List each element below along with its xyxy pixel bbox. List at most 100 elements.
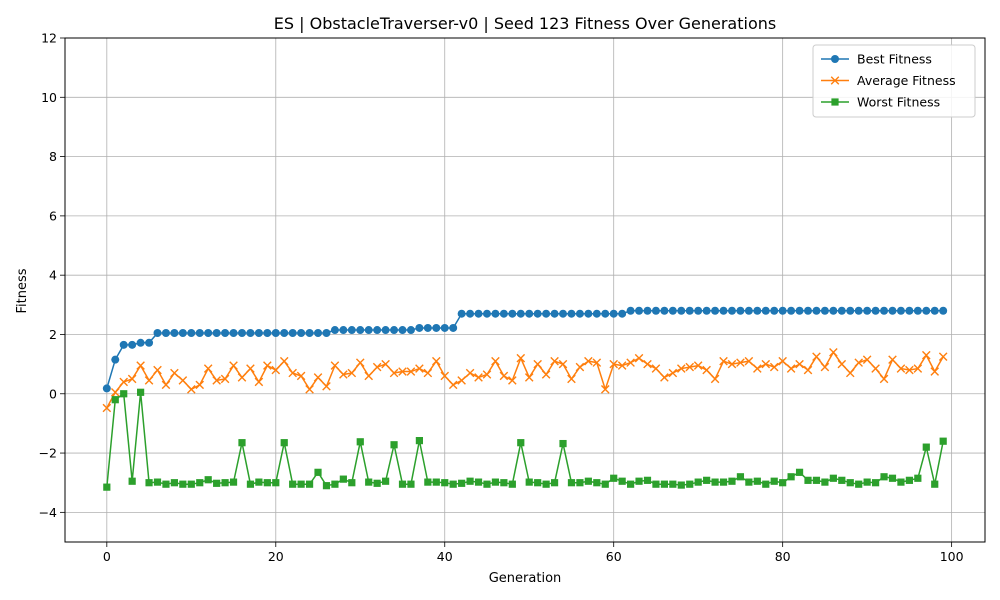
x-marker-stroke: [634, 353, 644, 363]
best-fitness-point: [804, 306, 813, 315]
average-fitness-series: [102, 347, 948, 413]
best-fitness-point: [761, 306, 770, 315]
average-fitness-point: [660, 373, 669, 382]
worst-fitness-point: [474, 478, 483, 486]
x-marker-stroke: [871, 364, 880, 373]
x-marker-stroke: [736, 358, 745, 367]
y-tick-label: 10: [41, 90, 57, 105]
average-fitness-point: [448, 380, 458, 390]
average-fitness-point: [161, 380, 171, 390]
x-tick-label: 0: [103, 549, 111, 564]
x-marker-stroke: [609, 359, 618, 369]
best-fitness-point: [888, 306, 897, 315]
worst-fitness-point: [770, 477, 778, 485]
x-marker-stroke: [322, 382, 331, 391]
worst-fitness-point: [711, 478, 719, 486]
x-marker-stroke: [795, 359, 804, 369]
best-fitness-point: [863, 306, 872, 315]
best-fitness-point: [347, 326, 356, 335]
best-fitness-point: [406, 326, 415, 335]
average-fitness-point: [938, 352, 948, 362]
average-fitness-point: [296, 371, 306, 381]
average-fitness-point: [110, 387, 120, 397]
worst-fitness-point: [517, 439, 525, 447]
worst-fitness-point: [500, 479, 508, 487]
worst-fitness-point: [390, 441, 398, 449]
average-fitness-point: [229, 361, 238, 370]
worst-fitness-point: [686, 480, 694, 488]
worst-fitness-point: [229, 478, 238, 486]
best-fitness-point: [322, 328, 331, 337]
best-fitness-point: [390, 326, 399, 335]
x-marker-stroke: [170, 368, 179, 378]
average-fitness-point: [195, 380, 205, 390]
best-fitness-point: [254, 328, 263, 337]
best-fitness-point: [339, 326, 348, 335]
x-marker-stroke: [254, 377, 264, 387]
x-marker-stroke: [119, 377, 129, 387]
worst-fitness-point: [534, 479, 542, 487]
x-marker-stroke: [769, 362, 779, 372]
x-marker-stroke: [432, 356, 441, 366]
x-marker-stroke: [685, 362, 695, 372]
x-marker-stroke: [524, 373, 534, 382]
average-fitness-point: [440, 371, 450, 381]
best-fitness-point: [736, 306, 745, 315]
average-fitness-point: [415, 364, 424, 373]
x-marker-stroke: [803, 365, 813, 375]
best-fitness-point: [719, 306, 728, 315]
average-fitness-point: [905, 365, 914, 375]
x-marker-stroke: [330, 361, 340, 370]
x-marker-stroke: [584, 356, 593, 366]
best-fitness-point: [204, 328, 213, 337]
plot-frame: [64, 37, 986, 543]
worst-fitness-point: [804, 476, 812, 484]
y-tick-label: 4: [49, 268, 57, 283]
worst-fitness-point: [905, 476, 913, 484]
y-tick-label: −4: [39, 505, 57, 520]
average-fitness-point: [812, 352, 821, 362]
best-fitness-point: [922, 306, 931, 315]
worst-fitness-point: [576, 479, 584, 487]
average-fitness-point: [930, 367, 940, 376]
best-fitness-point: [744, 306, 753, 315]
x-marker-stroke: [575, 362, 585, 372]
x-marker-stroke: [879, 374, 889, 384]
average-fitness-point: [584, 356, 593, 366]
average-fitness-point: [288, 368, 297, 378]
legend-label-average-fitness: Average Fitness: [857, 73, 956, 88]
best-fitness-point: [432, 323, 441, 332]
worst-fitness-point: [382, 477, 390, 485]
average-fitness-point: [389, 368, 399, 378]
average-fitness-point: [339, 370, 348, 379]
average-fitness-point: [482, 370, 492, 379]
average-fitness-point: [609, 359, 618, 369]
x-marker-stroke: [313, 373, 323, 382]
x-marker-stroke: [830, 76, 840, 85]
average-fitness-point: [102, 403, 112, 413]
worst-fitness-point: [289, 480, 297, 488]
best-fitness-point: [525, 309, 534, 318]
worst-fitness-point: [863, 478, 871, 486]
x-marker-stroke: [778, 356, 787, 366]
average-fitness-point: [465, 368, 475, 378]
worst-fitness-point: [728, 477, 736, 485]
worst-fitness-point: [660, 480, 668, 488]
x-marker-stroke: [144, 376, 154, 385]
worst-fitness-point: [432, 478, 440, 486]
x-marker-stroke: [854, 358, 863, 367]
x-marker-stroke: [203, 364, 213, 373]
x-marker-stroke: [161, 380, 171, 390]
worst-fitness-point: [939, 437, 947, 445]
best-fitness-point: [170, 328, 179, 337]
average-fitness-point: [761, 359, 771, 369]
best-fitness-point: [677, 306, 686, 315]
worst-fitness-point: [745, 478, 753, 486]
worst-fitness-point: [111, 396, 119, 404]
worst-fitness-point: [120, 390, 128, 398]
best-fitness-point: [829, 306, 838, 315]
axis-ticks: 0 20 40 60 80 100 −4 −2 0 2 4 6 8 10 12: [39, 31, 964, 565]
best-fitness-point: [423, 323, 432, 332]
legend: Best Fitness Average Fitness Worst Fitness: [812, 44, 976, 118]
